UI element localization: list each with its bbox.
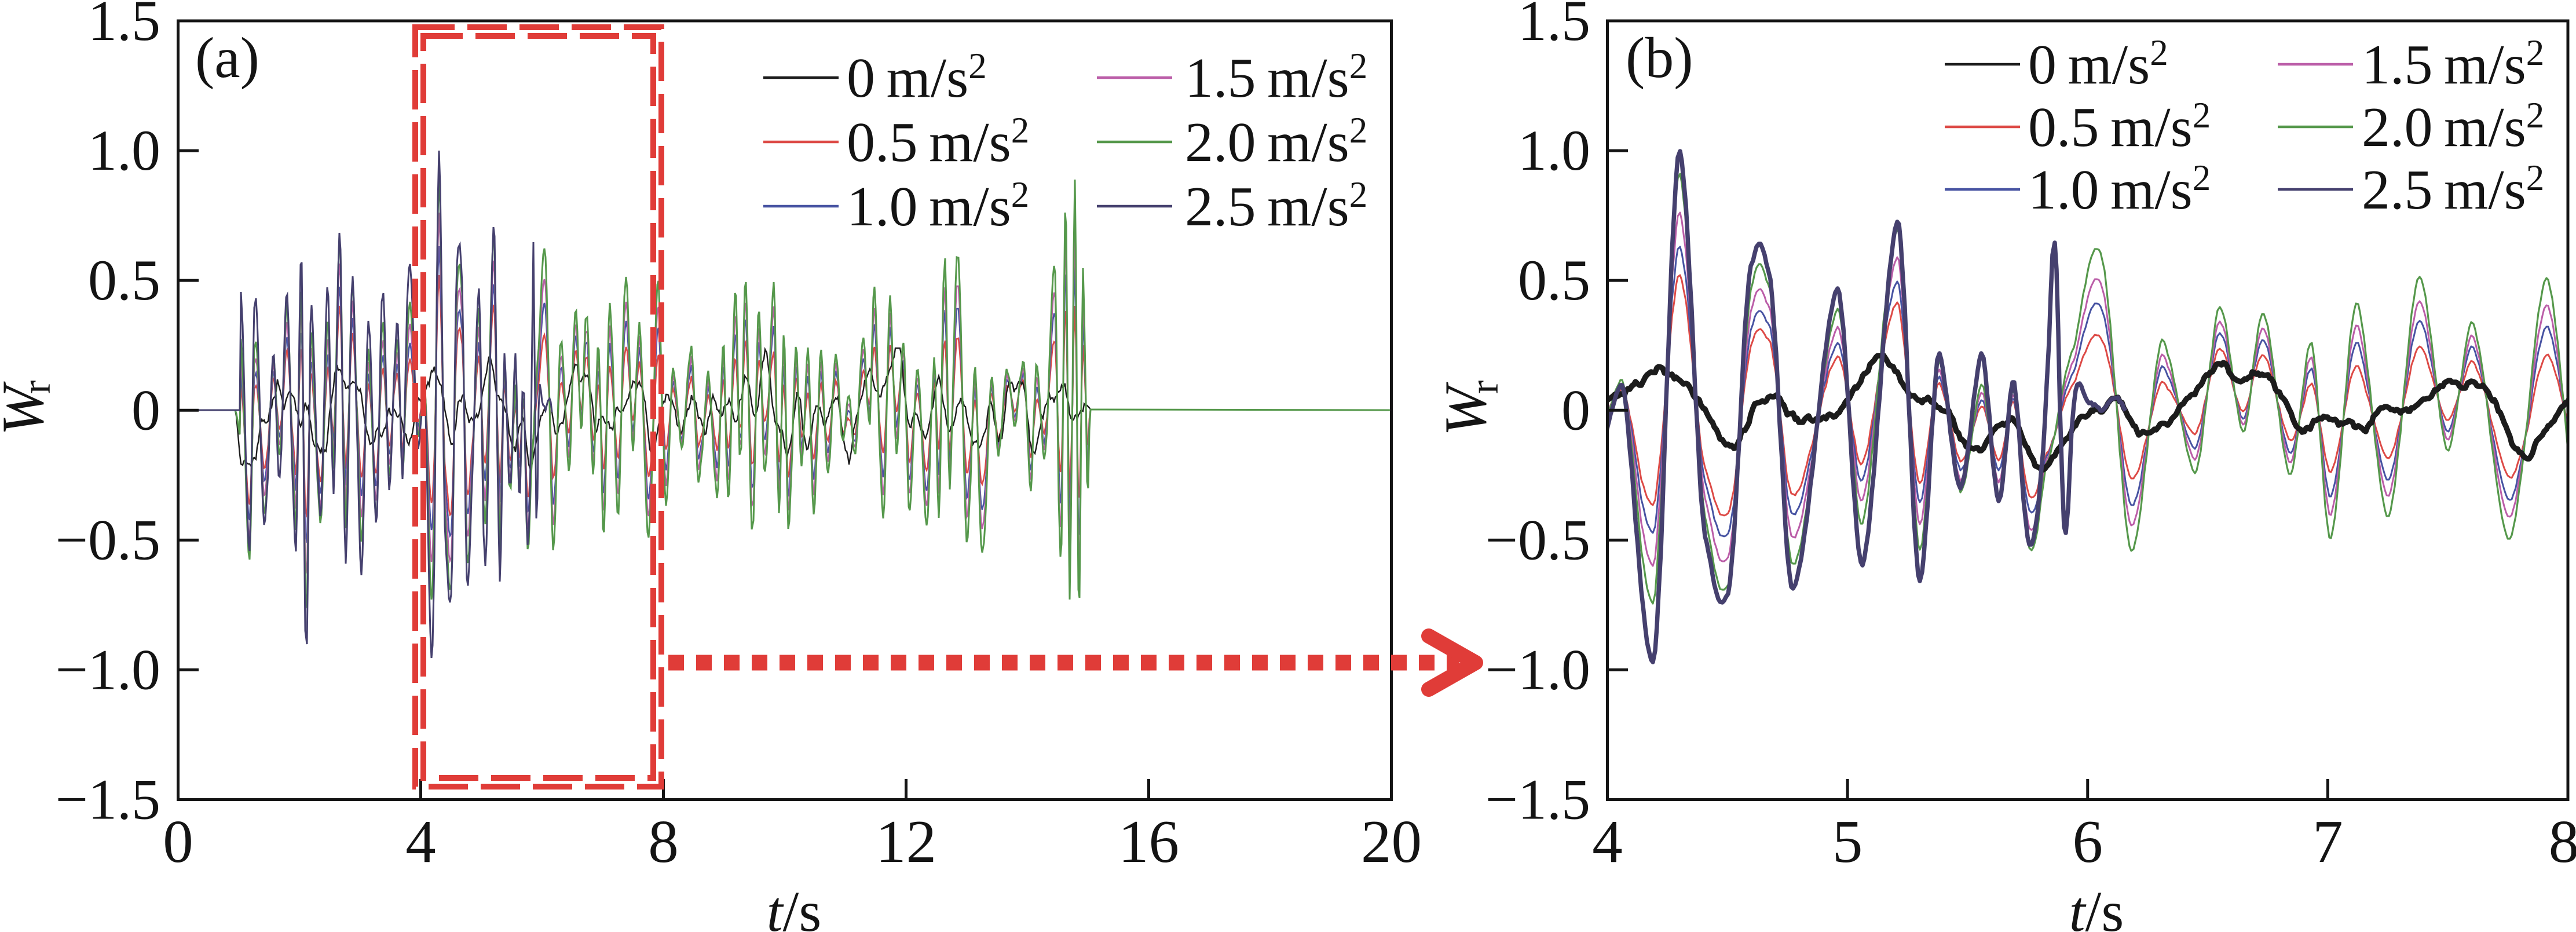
svg-text:12: 12: [876, 807, 936, 875]
svg-text:0.5 m/s2: 0.5 m/s2: [847, 110, 1029, 174]
svg-text:1.0 m/s2: 1.0 m/s2: [847, 174, 1029, 238]
svg-text:W: W: [0, 381, 56, 436]
svg-text:2.5 m/s2: 2.5 m/s2: [2362, 158, 2544, 221]
svg-text:2.0 m/s2: 2.0 m/s2: [1185, 110, 1367, 174]
svg-text:(b): (b): [1626, 25, 1693, 90]
svg-text:6: 6: [2073, 807, 2103, 875]
svg-text:−1.5: −1.5: [1485, 767, 1590, 832]
svg-text:0.5 m/s2: 0.5 m/s2: [2028, 95, 2211, 159]
svg-text:0.5: 0.5: [1518, 248, 1590, 312]
svg-text:t/s: t/s: [2069, 879, 2124, 932]
svg-text:0: 0: [163, 807, 193, 875]
svg-text:1.0: 1.0: [1518, 118, 1590, 182]
svg-text:0 m/s2: 0 m/s2: [847, 46, 987, 109]
svg-text:0: 0: [1561, 378, 1590, 442]
svg-text:−1.5: −1.5: [56, 767, 160, 832]
svg-text:4: 4: [405, 807, 436, 875]
svg-text:r: r: [1462, 381, 1507, 394]
svg-text:1.0: 1.0: [88, 118, 160, 182]
svg-text:−1.0: −1.0: [1485, 637, 1590, 701]
svg-text:20: 20: [1361, 807, 1422, 875]
svg-text:16: 16: [1118, 807, 1179, 875]
svg-text:2.5 m/s2: 2.5 m/s2: [1185, 174, 1367, 238]
svg-text:8: 8: [2549, 807, 2576, 875]
svg-text:1.5: 1.5: [88, 0, 160, 53]
svg-text:(a): (a): [195, 25, 259, 90]
svg-text:0 m/s2: 0 m/s2: [2028, 32, 2168, 96]
svg-text:1.0 m/s2: 1.0 m/s2: [2028, 158, 2211, 221]
svg-text:7: 7: [2312, 807, 2343, 875]
svg-text:0: 0: [131, 378, 160, 442]
svg-text:1.5 m/s2: 1.5 m/s2: [1185, 46, 1367, 109]
svg-text:1.5: 1.5: [1518, 0, 1590, 53]
svg-text:8: 8: [648, 807, 679, 875]
svg-text:2.0 m/s2: 2.0 m/s2: [2362, 95, 2544, 159]
svg-text:W: W: [1433, 382, 1499, 436]
svg-text:−1.0: −1.0: [56, 637, 160, 701]
svg-text:0.5: 0.5: [88, 248, 160, 312]
svg-text:r: r: [14, 381, 59, 394]
svg-text:1.5 m/s2: 1.5 m/s2: [2362, 32, 2544, 96]
svg-text:−0.5: −0.5: [56, 507, 160, 572]
svg-text:4: 4: [1592, 807, 1623, 875]
svg-text:5: 5: [1832, 807, 1863, 875]
svg-text:−0.5: −0.5: [1485, 507, 1590, 572]
svg-text:t/s: t/s: [767, 879, 822, 932]
